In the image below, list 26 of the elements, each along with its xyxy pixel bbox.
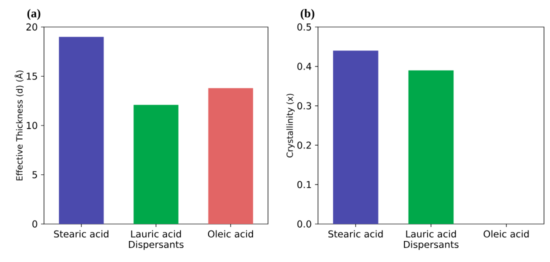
y-tick-label: 10 [26, 122, 38, 130]
y-tick-label: 20 [26, 23, 38, 31]
y-tick-label: 0.2 [297, 142, 311, 149]
y-tick-label: 0 [32, 220, 38, 228]
y-tick-label: 15 [26, 72, 37, 80]
x-tick-label: Lauric acid [406, 230, 456, 238]
chart-title: (b) [300, 8, 314, 20]
y-tick-label: 5 [32, 171, 37, 178]
y-axis-title: Effective Thickness (d) (Å) [14, 70, 24, 180]
y-axis-title: Crystallinity (x) [286, 94, 295, 158]
x-tick-label: Oleic acid [484, 230, 529, 238]
bar [134, 104, 178, 224]
x-tick-label: Lauric acid [131, 230, 181, 238]
x-axis-title: Dispersants [128, 240, 184, 250]
bar [208, 88, 254, 224]
y-tick-label: 0.4 [297, 62, 312, 70]
y-tick-label: 0.1 [297, 181, 311, 188]
chart-title: (a) [27, 8, 40, 20]
x-tick-label: Stearic acid [54, 230, 108, 238]
y-tick-label: 0.5 [297, 23, 311, 31]
y-tick-label: 0.3 [297, 102, 312, 110]
bar [58, 36, 104, 224]
x-tick-label: Stearic acid [328, 230, 383, 238]
x-tick-label: Oleic acid [208, 230, 254, 238]
x-axis-title: Dispersants [404, 240, 459, 250]
y-tick-label: 0.0 [297, 220, 312, 228]
